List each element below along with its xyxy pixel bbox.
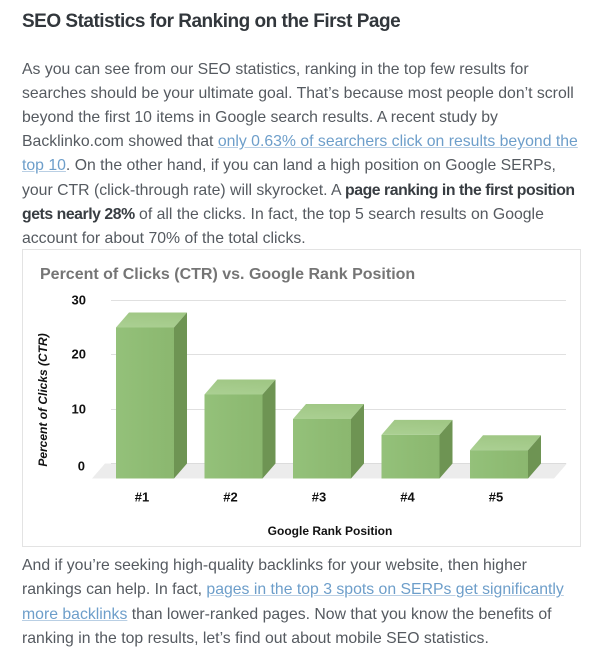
svg-text:#4: #4 xyxy=(400,490,415,505)
svg-text:Percent of Clicks (CTR): Percent of Clicks (CTR) xyxy=(36,333,50,466)
svg-text:#2: #2 xyxy=(223,490,237,505)
svg-text:Percent of Clicks (CTR) vs. Go: Percent of Clicks (CTR) vs. Google Rank … xyxy=(40,266,415,283)
svg-text:10: 10 xyxy=(72,402,86,417)
svg-text:#3: #3 xyxy=(312,490,326,505)
svg-text:#5: #5 xyxy=(489,490,503,505)
svg-text:30: 30 xyxy=(72,293,86,308)
svg-text:0: 0 xyxy=(78,459,85,474)
svg-text:#1: #1 xyxy=(135,490,149,505)
svg-text:20: 20 xyxy=(72,347,86,362)
svg-text:Google Rank Position: Google Rank Position xyxy=(268,524,393,538)
